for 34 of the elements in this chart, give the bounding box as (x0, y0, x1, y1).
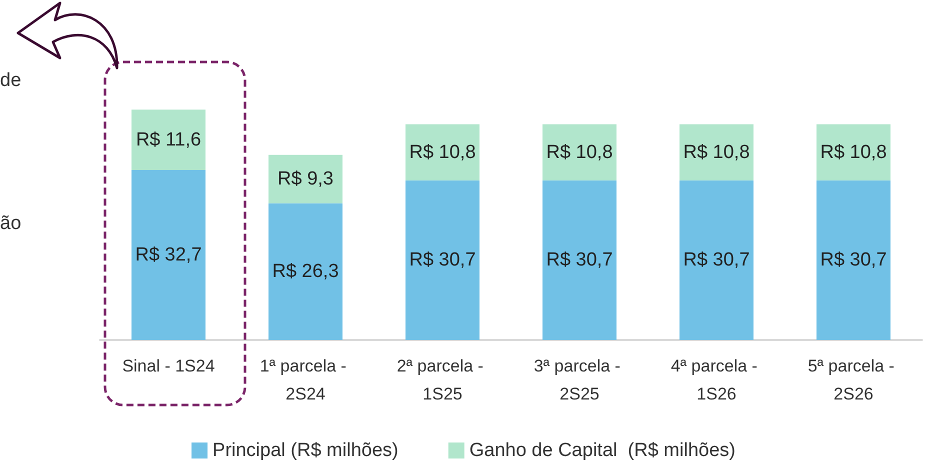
bar (132, 110, 206, 170)
x-tick-label: Sinal - 1S24 (122, 356, 215, 376)
bar (542, 124, 616, 180)
x-tick-label: 1ª parcela - 2S24 (260, 356, 352, 404)
x-tick-label: 4ª parcela - 1S26 (670, 356, 762, 404)
data-label: R$ 30,7 (683, 250, 750, 271)
data-label: R$ 10,8 (546, 142, 613, 163)
bar (406, 180, 480, 340)
bar (816, 124, 890, 180)
bar (680, 180, 754, 340)
x-tick-label: 2ª parcela - 1S25 (396, 356, 488, 404)
bar (542, 180, 616, 340)
x-tick-label: 5ª parcela - 2S26 (808, 356, 900, 404)
legend-label: Ganho de Capital (R$ milhões) (469, 440, 736, 461)
data-label: R$ 30,7 (409, 250, 476, 271)
x-tick-label: 3ª parcela - 2S25 (534, 356, 626, 404)
data-label: R$ 10,8 (683, 142, 750, 163)
bar (268, 154, 342, 204)
data-label: R$ 30,7 (820, 250, 887, 271)
data-label: R$ 30,7 (546, 250, 613, 271)
text: ão (0, 213, 22, 235)
data-label: R$ 32,7 (135, 244, 202, 266)
data-label: R$ 10,8 (409, 142, 476, 163)
bar (268, 203, 342, 340)
bar (680, 124, 754, 180)
bar (406, 124, 480, 180)
text: de (0, 70, 22, 92)
bar (816, 180, 890, 340)
data-label: R$ 10,8 (820, 142, 887, 163)
data-label: R$ 26,3 (272, 261, 339, 282)
data-label: R$ 11,6 (136, 129, 202, 150)
bar (132, 170, 206, 340)
data-label: R$ 9,3 (278, 168, 334, 190)
legend-label: Principal (R$ milhões) (212, 440, 398, 461)
